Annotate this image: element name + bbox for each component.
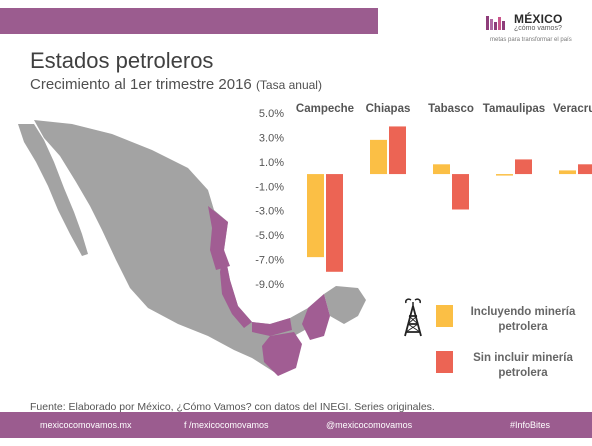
legend-item-with-mining: Incluyendo minería petrolera (436, 305, 583, 335)
legend-item-without-mining: Sin incluir minería petrolera (436, 351, 583, 381)
y-tick-label: 5.0% (259, 108, 284, 120)
bar-without-mining (578, 164, 592, 175)
y-tick-label: -5.0% (255, 230, 284, 242)
legend-swatch-with-mining (436, 305, 453, 327)
header-bar (0, 8, 378, 34)
y-tick-label: -7.0% (255, 255, 284, 267)
source-note: Fuente: Elaborado por México, ¿Cómo Vamo… (30, 401, 435, 413)
bar-without-mining (515, 159, 532, 175)
bar-without-mining (326, 174, 343, 272)
bar-without-mining (452, 174, 469, 210)
category-label: Chiapas (366, 103, 411, 115)
bar-with-mining (307, 174, 324, 258)
map-veracruz (220, 250, 252, 328)
footer-website[interactable]: mexicocomovamos.mx (40, 420, 132, 430)
page-title: Estados petroleros (30, 48, 214, 73)
bar-with-mining (559, 170, 576, 175)
map-yucatan (324, 286, 366, 324)
y-tick-label: -3.0% (255, 206, 284, 218)
map-baja-peninsula (18, 124, 88, 256)
y-tick-label: -9.0% (255, 279, 284, 291)
logo-bars-icon (486, 16, 505, 30)
subtitle-text: Crecimiento al 1er trimestre 2016 (30, 76, 252, 93)
category-label: Tabasco (428, 103, 474, 115)
category-label: Veracruz (553, 103, 592, 115)
category-label: Campeche (296, 103, 354, 115)
bar-with-mining (433, 164, 450, 175)
legend-swatch-without-mining (436, 351, 453, 373)
footer-twitter[interactable]: @mexicocomovamos (326, 420, 413, 430)
legend-label-without-mining: Sin incluir minería petrolera (473, 352, 573, 379)
y-tick-label: 3.0% (259, 132, 284, 144)
logo-title: MÉXICO (514, 12, 563, 26)
y-tick-label: 1.0% (259, 157, 284, 169)
map-campeche (302, 294, 330, 340)
footer-hashtag[interactable]: #InfoBites (510, 420, 551, 430)
map-tabasco (252, 318, 292, 336)
footer-facebook[interactable]: f /mexicocomovamos (184, 420, 269, 430)
bar-with-mining (496, 174, 513, 176)
bar-with-mining (370, 139, 387, 175)
map-mainland (34, 120, 326, 372)
footer-bar: mexicocomovamos.mx f /mexicocomovamos @m… (0, 412, 592, 438)
mexico-map (18, 120, 366, 376)
category-label: Tamaulipas (483, 103, 545, 115)
oil-rig-icon (404, 298, 422, 337)
logo: MÉXICO ¿cómo vamos? metas para transform… (486, 10, 586, 50)
y-tick-label: -1.0% (255, 181, 284, 193)
legend-label-with-mining: Incluyendo minería petrolera (470, 306, 576, 333)
subtitle-unit: (Tasa anual) (255, 78, 322, 92)
map-chiapas (262, 332, 302, 376)
page-subtitle: Crecimiento al 1er trimestre 2016 (Tasa … (30, 76, 322, 93)
logo-subtitle: ¿cómo vamos? (514, 25, 562, 32)
bar-without-mining (389, 126, 406, 175)
logo-tagline: metas para transformar el país (490, 37, 572, 43)
